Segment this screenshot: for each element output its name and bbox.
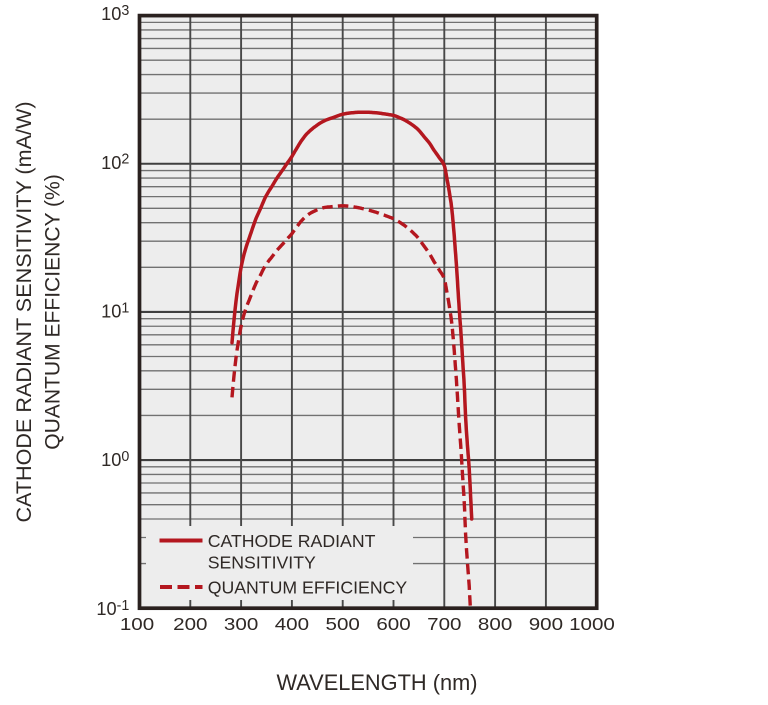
svg-text:900: 900	[529, 615, 563, 634]
svg-text:600: 600	[376, 615, 410, 634]
svg-text:102: 102	[101, 152, 129, 173]
svg-text:200: 200	[173, 615, 207, 634]
svg-text:300: 300	[224, 615, 258, 634]
svg-text:WAVELENGTH (nm): WAVELENGTH (nm)	[276, 670, 477, 695]
svg-text:CATHODE RADIANT SENSITIVITY (m: CATHODE RADIANT SENSITIVITY (mA/W)	[11, 101, 36, 522]
svg-text:100: 100	[101, 449, 129, 470]
svg-text:103: 103	[101, 3, 129, 24]
svg-text:QUANTUM EFFICIENCY: QUANTUM EFFICIENCY	[208, 578, 408, 598]
svg-text:100: 100	[120, 615, 154, 634]
svg-text:101: 101	[101, 300, 129, 321]
svg-text:QUANTUM EFFICIENCY (%): QUANTUM EFFICIENCY (%)	[42, 174, 65, 450]
svg-text:400: 400	[275, 615, 309, 634]
svg-text:CATHODE RADIANT: CATHODE RADIANT	[208, 531, 376, 551]
svg-text:500: 500	[326, 615, 360, 634]
svg-text:800: 800	[478, 615, 512, 634]
svg-text:10-1: 10-1	[96, 598, 129, 619]
svg-text:SENSITIVITY: SENSITIVITY	[208, 553, 316, 573]
svg-text:1000: 1000	[569, 615, 615, 634]
svg-text:700: 700	[427, 615, 461, 634]
